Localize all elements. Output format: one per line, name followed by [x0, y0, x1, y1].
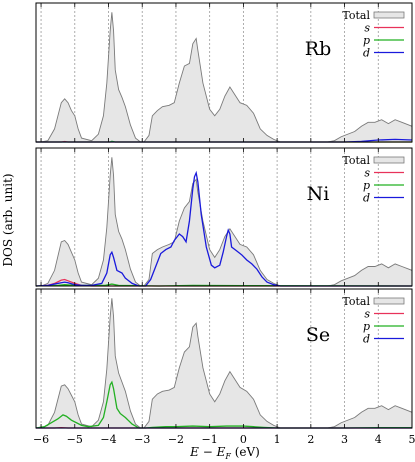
legend-label: p: [363, 34, 370, 47]
legend-label: Total: [342, 295, 370, 308]
legend-label: s: [364, 22, 370, 35]
legend-swatch-total: [373, 156, 405, 164]
x-tick-label: −5: [67, 433, 83, 446]
x-tick-label: 0: [240, 433, 247, 446]
x-tick-label: 4: [375, 433, 382, 446]
panel-label: Se: [306, 324, 330, 346]
panel-label: Ni: [307, 183, 330, 205]
legend-swatch-total: [373, 297, 405, 305]
panel-frame: [35, 2, 413, 143]
panel-label: Rb: [305, 38, 331, 60]
x-tick-label: −4: [100, 433, 116, 446]
x-tick-label: 5: [409, 433, 415, 446]
x-axis-title: E − EF (eV): [189, 445, 260, 461]
panel-frame: [35, 288, 413, 429]
legend-label: p: [363, 320, 370, 333]
series-total-line: [36, 157, 413, 287]
x-tick-label: 3: [341, 433, 348, 446]
legend-label: Total: [342, 9, 370, 22]
series-p-line: [35, 380, 412, 429]
x-axis-ticks: −6 −5 −4 −3 −2 −1 0 1 2 3 4 5: [33, 433, 415, 446]
x-tick-label: −1: [202, 433, 218, 446]
legend-label: d: [363, 47, 370, 60]
legend-label: d: [363, 192, 370, 205]
x-tick-label: −3: [134, 433, 150, 446]
x-tick-label: −2: [168, 433, 184, 446]
series-total-area: [36, 298, 412, 428]
y-axis-title: DOS (arb. unit): [1, 173, 15, 266]
x-tick-label: 1: [274, 433, 281, 446]
series-total-area: [36, 12, 412, 143]
legend-label: s: [364, 167, 370, 180]
legend-swatch-total: [373, 11, 405, 19]
panel-frame: [35, 147, 413, 287]
x-tick-label: −6: [33, 433, 49, 446]
series-d-line: [35, 170, 412, 287]
legend-label: p: [363, 179, 370, 192]
legend-label: d: [363, 333, 370, 346]
series-total-area: [36, 157, 412, 286]
legend-label: s: [364, 308, 370, 321]
legend-label: Total: [342, 154, 370, 167]
series-total-line: [36, 12, 413, 143]
x-tick-label: 2: [307, 433, 314, 446]
